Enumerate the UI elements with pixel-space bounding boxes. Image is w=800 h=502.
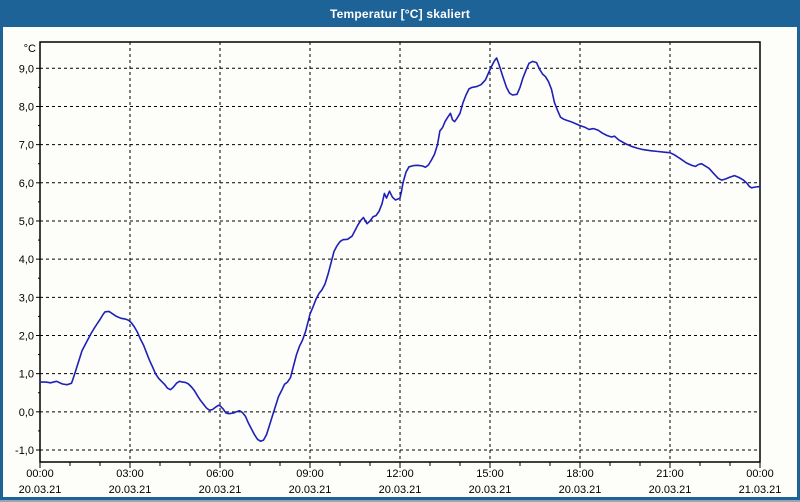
- y-tick-label: 5,0: [19, 216, 34, 228]
- x-tick-time: 15:00: [476, 468, 504, 480]
- y-tick-label: 1,0: [19, 369, 34, 381]
- grid-lines: [40, 42, 760, 462]
- y-tick-label: 8,0: [19, 101, 34, 113]
- y-tick-label: -1,0: [15, 445, 34, 457]
- x-tick-date: 20.03.21: [469, 484, 512, 496]
- x-tick-time: 06:00: [206, 468, 234, 480]
- temperature-series-line: [39, 57, 761, 443]
- chart-area: 9,0 8,0 7,0 6,0 5,0 4,0 3,0 2,0 1,0 0,0 -1,0 00:00 2…: [3, 27, 797, 497]
- x-tick-date: 20.03.21: [379, 484, 422, 496]
- x-tick-time: 09:00: [296, 468, 324, 480]
- x-tick-date: 20.03.21: [109, 484, 152, 496]
- y-tick-label: 3,0: [19, 292, 34, 304]
- axis-labels: 9,0 8,0 7,0 6,0 5,0 4,0 3,0 2,0 1,0 0,0 -1,0 00:00 2…: [15, 63, 781, 496]
- y-tick-label: 6,0: [19, 178, 34, 190]
- x-tick-date: 20.03.21: [19, 484, 62, 496]
- x-tick-time: 03:00: [116, 468, 144, 480]
- y-tick-label: 2,0: [19, 330, 34, 342]
- y-tick-label: 7,0: [19, 140, 34, 152]
- plot-frame: [39, 41, 761, 463]
- x-tick-date: 20.03.21: [199, 484, 242, 496]
- x-tick-date: 20.03.21: [559, 484, 602, 496]
- window-title-bar[interactable]: Temperatur [°C] skaliert: [0, 0, 800, 27]
- x-tick-time: 00:00: [746, 468, 774, 480]
- chart-svg: 9,0 8,0 7,0 6,0 5,0 4,0 3,0 2,0 1,0 0,0 -1,0 00:00 2…: [15, 41, 781, 496]
- x-tick-date: 20.03.21: [649, 484, 692, 496]
- x-tick-date: 21.03.21: [739, 484, 782, 496]
- y-tick-label: 4,0: [19, 254, 34, 266]
- window-title: Temperatur [°C] skaliert: [329, 6, 471, 21]
- y-tick-label: 9,0: [19, 63, 34, 75]
- y-tick-label: 0,0: [19, 407, 34, 419]
- x-tick-time: 21:00: [656, 468, 684, 480]
- y-axis-unit-label: °C: [24, 43, 36, 55]
- x-tick-time: 12:00: [386, 468, 414, 480]
- x-tick-time: 00:00: [26, 468, 54, 480]
- x-tick-date: 20.03.21: [289, 484, 332, 496]
- axis-ticks: [36, 67, 761, 468]
- x-tick-time: 18:00: [566, 468, 594, 480]
